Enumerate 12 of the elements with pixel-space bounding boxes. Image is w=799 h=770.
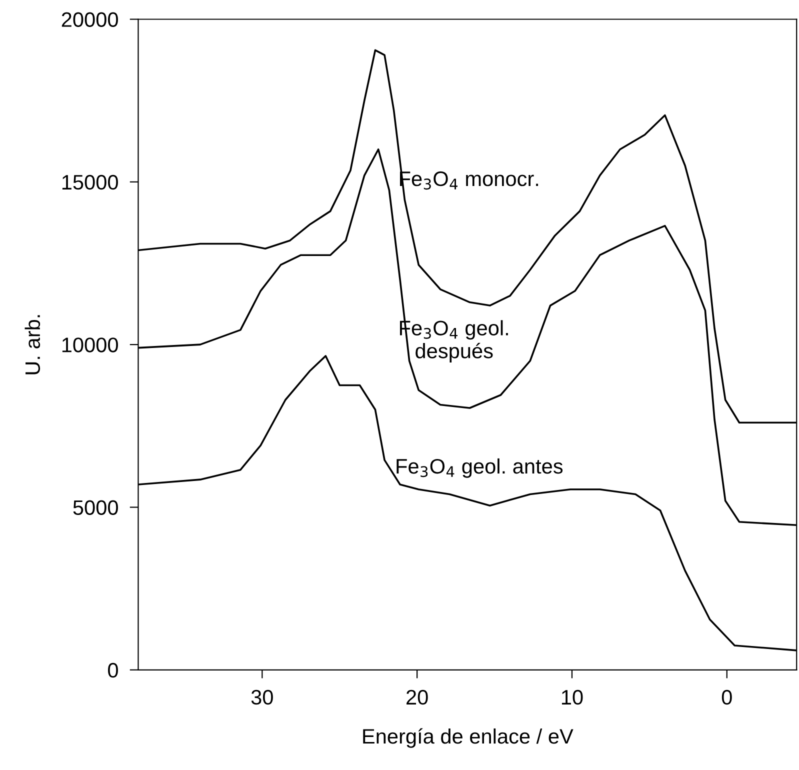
y-axis-title: U. arb. [24,315,40,374]
y-tick-label: 20000 [62,12,118,28]
y-tick-label: 5000 [73,500,118,515]
x-tick-label: 20 [406,690,428,705]
x-tick-label: 0 [722,690,732,705]
x-tick-label: 30 [251,690,273,705]
annotation: Fe$_{3}$O$_{4}$ geol. antes [396,458,563,478]
y-tick-label: 10000 [62,338,118,352]
y-tick-label: 15000 [62,174,118,190]
x-axis-title: Energía de enlace / eV [363,728,574,748]
x-tick-label: 10 [562,690,583,705]
y-tick-label: 0 [108,662,118,678]
